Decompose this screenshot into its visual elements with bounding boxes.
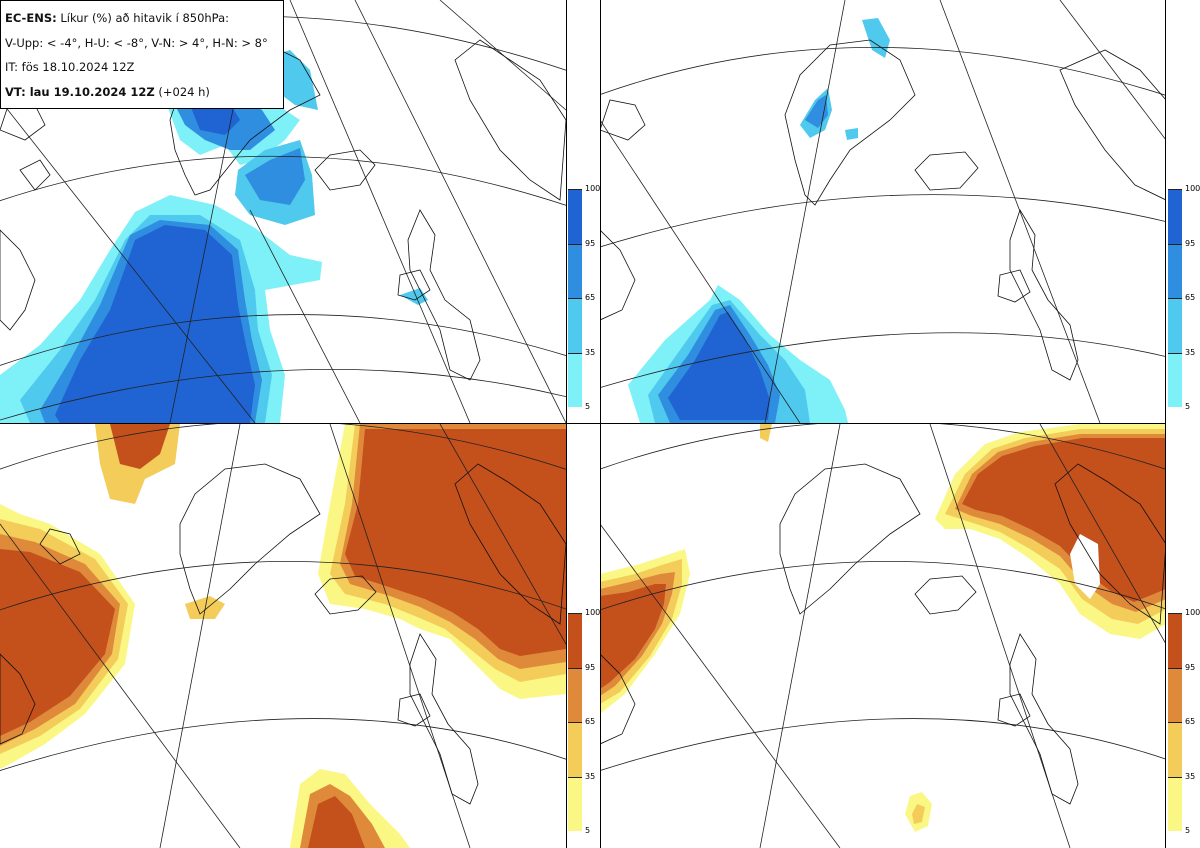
valid-time-text: VT: lau 19.10.2024 12Z (5, 84, 155, 99)
colorbar-tick-label: 5 (1185, 826, 1191, 835)
colorbar-tick-label: 65 (585, 293, 596, 302)
colorbar-segment (1168, 722, 1182, 777)
colorbar-tick-label: 65 (585, 717, 596, 726)
coastlines (600, 39, 1166, 381)
colorbar-tick-label: 95 (585, 238, 596, 248)
colorbar-tick-label: 100 (585, 184, 601, 193)
product-label: EC-ENS: (5, 11, 57, 25)
graticule (0, 0, 566, 423)
colorbar-tick-label: 35 (585, 771, 596, 781)
colorbar-tick-label: 65 (1185, 293, 1196, 302)
colorbar-segment (1168, 243, 1182, 298)
colorbar-tick-label: 35 (1185, 771, 1196, 781)
colorbar-tick-label: 100 (1185, 184, 1200, 193)
title-text: Líkur (%) að hitavik í 850hPa: (60, 11, 230, 25)
colorbar-segment (1168, 298, 1182, 353)
coastlines (0, 463, 566, 805)
colorbar-tick-label: 35 (585, 347, 596, 357)
colorbar-segment (1168, 776, 1182, 831)
colorbar-segment (568, 667, 582, 722)
colorbar-segment (1168, 613, 1182, 668)
graticule (600, 424, 1166, 848)
colorbar-warm-right: 100 95 65 35 5 (1168, 608, 1200, 835)
colorbar-tick-label: 95 (1185, 238, 1196, 248)
probability-shading (0, 50, 428, 423)
coastlines (600, 463, 1166, 805)
map-panel-cold-4: EC-ENS: Líkur (%) að hitavik í 850hPa: V… (0, 0, 566, 423)
colorbar-tick-label: 95 (585, 662, 596, 672)
colorbar-segment (1168, 189, 1182, 244)
map-panel-warm-4 (0, 424, 566, 848)
thresholds-text: V-Upp: < -4°, H-U: < -8°, V-N: > 4°, H-N… (5, 35, 268, 50)
colorbar-tick-label: 5 (1185, 402, 1191, 411)
colorbar-tick-label: 100 (1185, 608, 1200, 617)
colorbar-segment (568, 243, 582, 298)
chart-info-box: EC-ENS: Líkur (%) að hitavik í 850hPa: V… (0, 0, 284, 109)
colorbar-tick-label: 100 (585, 608, 601, 617)
colorbar-tick-label: 35 (1185, 347, 1196, 357)
init-time-text: IT: fös 18.10.2024 12Z (5, 60, 135, 74)
colorbar-segment (568, 298, 582, 353)
map-panel-warm-8 (600, 424, 1166, 848)
panel-divider-vertical-right (600, 0, 601, 848)
colorbar-segment (568, 776, 582, 831)
panel-divider-vertical-edge (1165, 0, 1166, 848)
graticule (600, 0, 1166, 423)
colorbar-tick-label: 5 (585, 402, 591, 411)
probability-shading (600, 424, 1166, 832)
colorbar-segment (568, 722, 582, 777)
map-panel-cold-8 (600, 0, 1166, 423)
colorbar-segment (568, 613, 582, 668)
colorbar-cold-left: 100 95 65 35 5 (568, 184, 600, 411)
colorbar-tick-label: 65 (1185, 717, 1196, 726)
probability-shading (628, 18, 890, 423)
colorbar-tick-label: 95 (1185, 662, 1196, 672)
colorbar-segment (1168, 667, 1182, 722)
colorbar-segment (1168, 352, 1182, 407)
colorbar-cold-right: 100 95 65 35 5 (1168, 184, 1200, 411)
coastlines (0, 39, 566, 381)
colorbar-segment (568, 189, 582, 244)
lead-time-text: (+024 h) (158, 84, 210, 99)
panel-divider-horizontal (0, 423, 1166, 424)
colorbar-segment (568, 352, 582, 407)
colorbar-tick-label: 5 (585, 826, 591, 835)
panel-divider-vertical-left (566, 0, 567, 848)
probability-shading (0, 424, 566, 848)
colorbar-warm-left: 100 95 65 35 5 (568, 608, 600, 835)
